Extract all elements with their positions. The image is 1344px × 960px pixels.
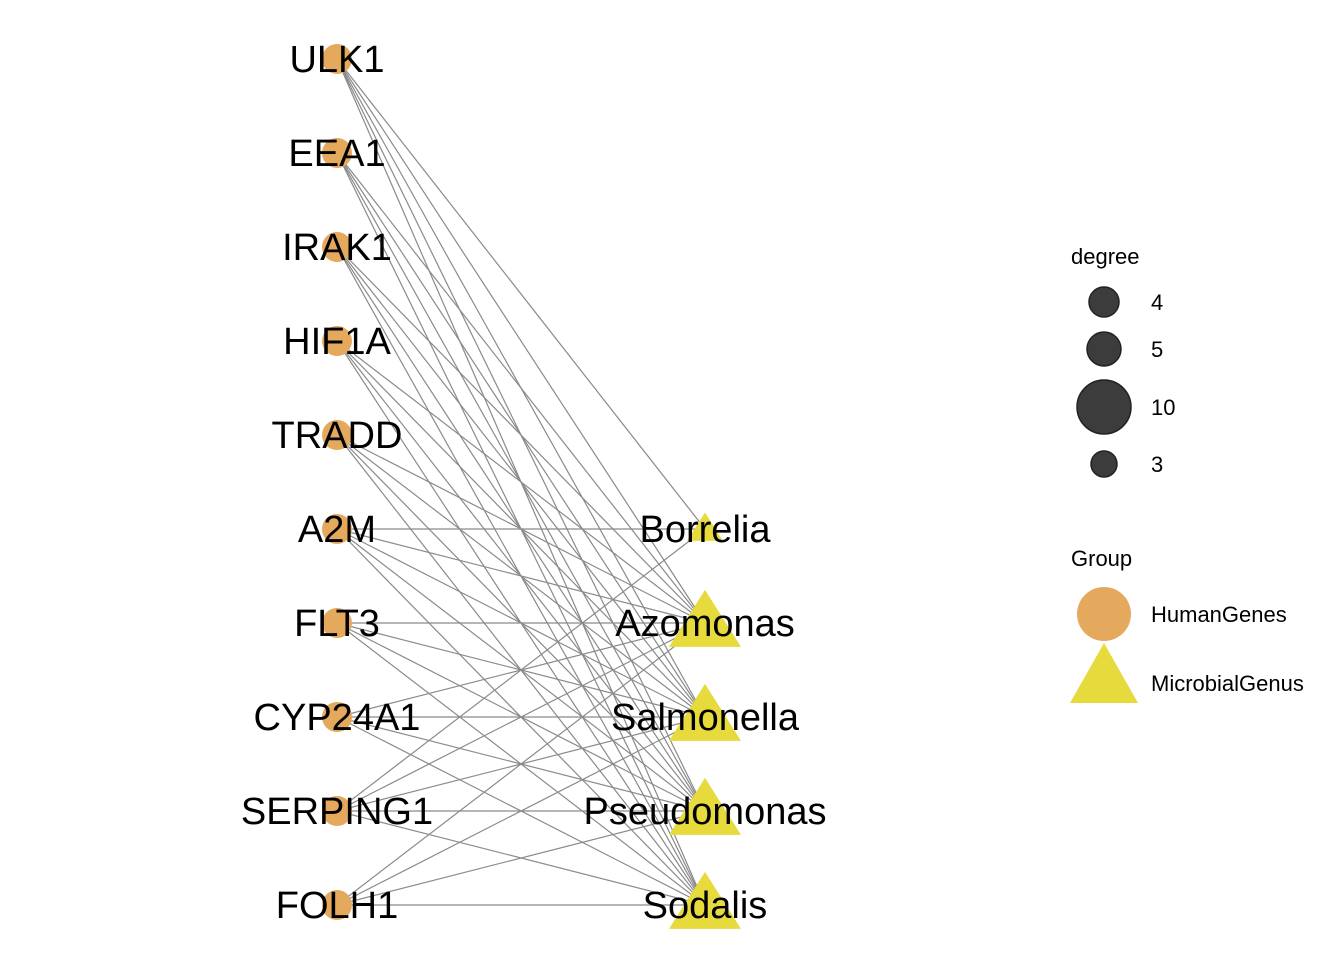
gene-node-a2m — [322, 514, 352, 544]
legend-degree-label-10: 10 — [1151, 395, 1175, 420]
genus-label-azomonas: Azomonas — [615, 603, 795, 645]
gene-node-folh1 — [322, 890, 352, 920]
edge-A2M-Azomonas — [336, 528, 706, 624]
gene-node-serping1 — [322, 796, 352, 826]
gene-label-cyp24a1: CYP24A1 — [254, 697, 421, 739]
gene-label-hif1a: HIF1A — [283, 321, 391, 363]
legend-human-genes-circle — [1077, 587, 1131, 641]
gene-node-tradd — [322, 420, 352, 450]
genus-label-borrelia: Borrelia — [640, 509, 772, 551]
gene-label-serping1: SERPING1 — [241, 791, 433, 833]
legend-degree-circle-5 — [1086, 331, 1122, 367]
gene-label-ulk1: ULK1 — [289, 39, 384, 81]
edge-IRAK1-Azomonas — [336, 246, 706, 624]
legend-degree-entries: 4 5 10 3 — [1076, 286, 1175, 478]
microbial-genus-nodes — [669, 512, 741, 929]
genus-node-pseudomonas — [669, 777, 741, 835]
gene-label-tradd: TRADD — [272, 415, 403, 457]
legend-degree-label-5: 5 — [1151, 337, 1163, 362]
human-gene-nodes — [322, 44, 352, 920]
gene-node-irak1 — [322, 232, 352, 262]
edge-SERPING1-Borrelia — [336, 528, 706, 812]
edge-SERPING1-Azomonas — [336, 622, 706, 812]
gene-label-flt3: FLT3 — [294, 603, 380, 645]
genus-node-borrelia — [687, 512, 723, 541]
gene-node-flt3 — [322, 608, 352, 638]
genus-label-sodalis: Sodalis — [643, 885, 768, 927]
legend-group-title: Group — [1071, 546, 1132, 571]
legend-degree: degree 4 5 10 3 — [1071, 244, 1175, 478]
legend-degree-circle-3 — [1090, 450, 1118, 478]
legend-degree-title: degree — [1071, 244, 1140, 269]
gene-label-eea1: EEA1 — [288, 133, 385, 175]
gene-node-eea1 — [322, 138, 352, 168]
legend-microbial-genus-triangle — [1070, 643, 1138, 703]
genus-label-salmonella: Salmonella — [611, 697, 800, 739]
edge-HIF1A-Azomonas — [336, 340, 706, 624]
legend-microbial-genus-label: MicrobialGenus — [1151, 671, 1304, 696]
edge-FOLH1-Azomonas — [336, 622, 706, 906]
edges-layer — [336, 58, 706, 906]
legend-degree-label-4: 4 — [1151, 290, 1163, 315]
edge-FOLH1-Pseudomonas — [336, 810, 706, 906]
legend-human-genes-label: HumanGenes — [1151, 602, 1287, 627]
genus-label-pseudomonas: Pseudomonas — [584, 791, 827, 833]
legend-group: Group HumanGenes MicrobialGenus — [1070, 546, 1304, 703]
gene-node-hif1a — [322, 326, 352, 356]
genus-node-salmonella — [669, 683, 741, 741]
legend-degree-label-3: 3 — [1151, 452, 1163, 477]
genus-node-azomonas — [669, 589, 741, 647]
gene-label-a2m: A2M — [298, 509, 376, 551]
legend-degree-circle-4 — [1088, 286, 1120, 318]
legend-degree-circle-10 — [1076, 379, 1132, 435]
edge-ULK1-Borrelia — [336, 58, 706, 530]
gene-node-ulk1 — [322, 44, 352, 74]
genus-node-sodalis — [669, 871, 741, 929]
edge-FOLH1-Salmonella — [336, 716, 706, 906]
gene-label-folh1: FOLH1 — [276, 885, 398, 927]
gene-label-irak1: IRAK1 — [282, 227, 392, 269]
gene-node-cyp24a1 — [322, 702, 352, 732]
edge-EEA1-Azomonas — [336, 152, 706, 624]
node-labels: ULK1 EEA1 IRAK1 HIF1A TRADD A2M FLT3 CYP24A1 SER… — [241, 39, 827, 927]
